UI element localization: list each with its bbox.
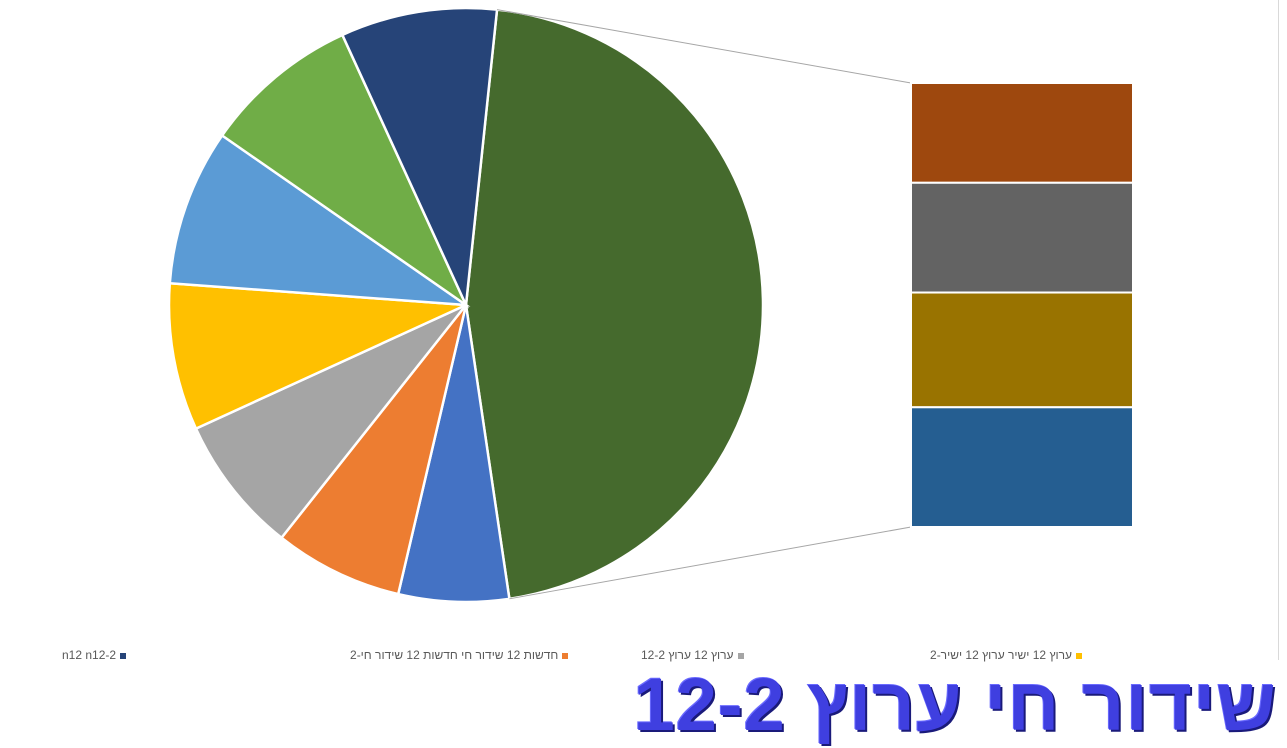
legend-swatch xyxy=(562,652,569,659)
pie-slice xyxy=(167,281,467,431)
banner-title: שידור חי ערוץ 12-2 xyxy=(633,663,1277,746)
pie xyxy=(167,6,765,604)
pie-of-bar-chart xyxy=(167,6,1134,604)
legend-label: חדשות 12 שידור חי חדשות 12 שידור חי-2 xyxy=(350,648,559,662)
connector-line-bottom xyxy=(509,526,912,600)
legend-item: ערוץ 12 ישיר ערוץ 12 ישיר-2 xyxy=(930,646,1083,664)
legend-item: n12 n12-2 xyxy=(62,646,127,664)
legend-swatch xyxy=(120,652,127,659)
legend-item: ערוץ 12 ערוץ 12-2 xyxy=(641,646,744,664)
bar-segment xyxy=(910,291,1134,409)
secondary-bar xyxy=(910,82,1134,528)
legend-label: ערוץ 12 ישיר ערוץ 12 ישיר-2 xyxy=(930,648,1073,662)
pie-slice xyxy=(220,33,470,309)
bar-segment xyxy=(910,406,1134,528)
pie-slice xyxy=(340,6,499,310)
pie-slice xyxy=(279,304,468,596)
bar-segment xyxy=(910,82,1134,184)
legend-swatch xyxy=(1076,652,1083,659)
legend: n12 n12-2 חדשות 12 שידור חי חדשות 12 שיד… xyxy=(0,646,1287,666)
legend-item: חדשות 12 שידור חי חדשות 12 שידור חי-2 xyxy=(350,646,569,664)
pie-slice xyxy=(168,133,471,307)
connector-line-top xyxy=(496,9,912,84)
legend-label: ערוץ 12 ערוץ 12-2 xyxy=(641,648,734,662)
bar-segment xyxy=(910,181,1134,294)
sheet-grid-edge xyxy=(1278,0,1287,660)
pie-slice xyxy=(194,303,467,540)
pie-slice xyxy=(464,8,765,601)
legend-swatch xyxy=(737,652,744,659)
legend-label: n12 n12-2 xyxy=(62,648,117,662)
